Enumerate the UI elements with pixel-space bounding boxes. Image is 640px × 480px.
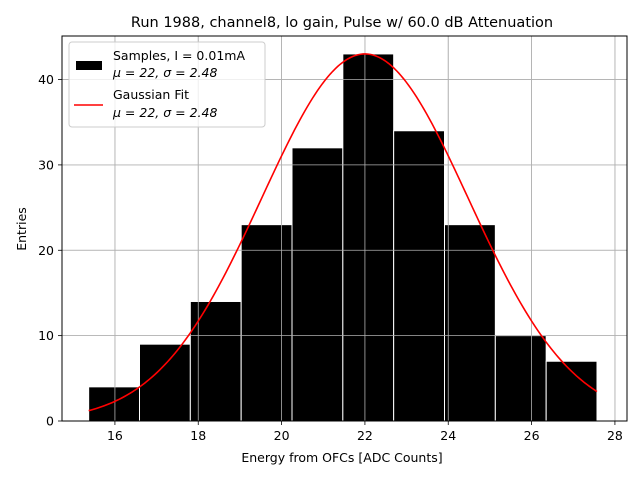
legend-box: [68, 41, 266, 128]
y-tick-label: 10: [38, 328, 54, 343]
y-tick-label: 40: [38, 72, 54, 87]
x-tick-label: 18: [190, 428, 206, 443]
histogram-bar: [139, 343, 191, 422]
x-axis-ticks: 16 18 20 22 24 26 28: [107, 421, 623, 443]
y-axis-label: Entries: [14, 207, 29, 251]
chart-title: Run 1988, channel8, lo gain, Pulse w/ 60…: [131, 15, 553, 31]
histogram-bar: [342, 53, 395, 422]
histogram-bar: [444, 224, 496, 422]
histogram-bars: [88, 53, 598, 422]
legend-label-samples-stats: μ = 22, σ = 2.48: [112, 65, 217, 80]
legend-label-samples: Samples, I = 0.01mA: [113, 48, 245, 63]
x-axis-label: Energy from OFCs [ADC Counts]: [241, 450, 442, 465]
histogram-bar: [291, 147, 344, 422]
histogram-bar: [494, 335, 547, 422]
histogram-bar: [393, 130, 445, 422]
legend-label-fit: Gaussian Fit: [113, 87, 189, 102]
x-tick-label: 22: [357, 428, 373, 443]
legend: Samples, I = 0.01mA μ = 22, σ = 2.48 Gau…: [68, 41, 266, 128]
histogram-bar: [240, 224, 293, 422]
x-tick-label: 26: [524, 428, 540, 443]
legend-swatch-samples: [76, 61, 102, 70]
x-tick-label: 28: [607, 428, 623, 443]
x-tick-label: 16: [107, 428, 123, 443]
y-tick-label: 30: [38, 157, 54, 172]
axes-frame: [61, 35, 628, 422]
gaussian-fit-line: [88, 53, 598, 412]
y-tick-label: 0: [46, 414, 54, 429]
legend-label-fit-stats: μ = 22, σ = 2.48: [112, 105, 217, 120]
y-tick-label: 20: [38, 243, 54, 258]
x-tick-label: 20: [274, 428, 290, 443]
x-tick-label: 24: [440, 428, 456, 443]
y-axis-ticks: 0 10 20 30 40: [38, 72, 62, 429]
